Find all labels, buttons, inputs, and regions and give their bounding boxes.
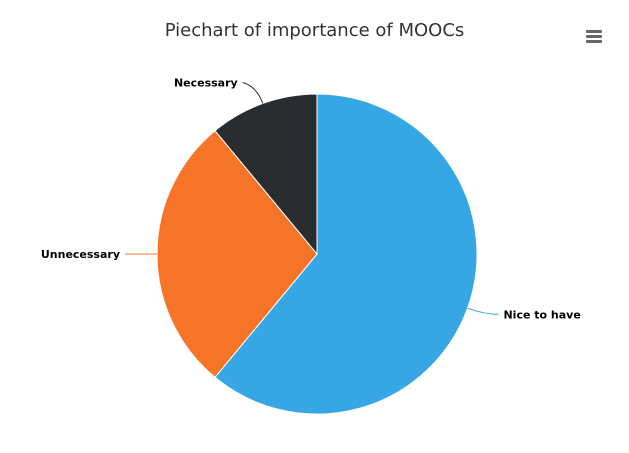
pie-slices xyxy=(156,93,478,415)
menu-line-icon xyxy=(586,35,602,38)
pie-slice-unnecessary[interactable] xyxy=(156,130,318,378)
label-connector-nice-to-have xyxy=(467,307,499,315)
pie-slice-nice-to-have[interactable] xyxy=(214,93,478,415)
data-labels: Nice to have Unnecessary Necessary xyxy=(41,77,581,322)
data-label-nice-to-have: Nice to have xyxy=(503,308,580,321)
label-connector-necessary xyxy=(242,82,264,104)
chart-context-menu-button[interactable] xyxy=(582,26,606,48)
pie-slice-necessary[interactable] xyxy=(214,93,318,255)
chart-title: Piechart of importance of MOOCs xyxy=(164,20,465,41)
menu-line-icon xyxy=(586,40,602,43)
data-label-necessary: Necessary xyxy=(174,77,238,90)
label-connectors xyxy=(125,82,499,315)
data-label-unnecessary: Unnecessary xyxy=(41,248,120,261)
menu-line-icon xyxy=(586,30,602,33)
